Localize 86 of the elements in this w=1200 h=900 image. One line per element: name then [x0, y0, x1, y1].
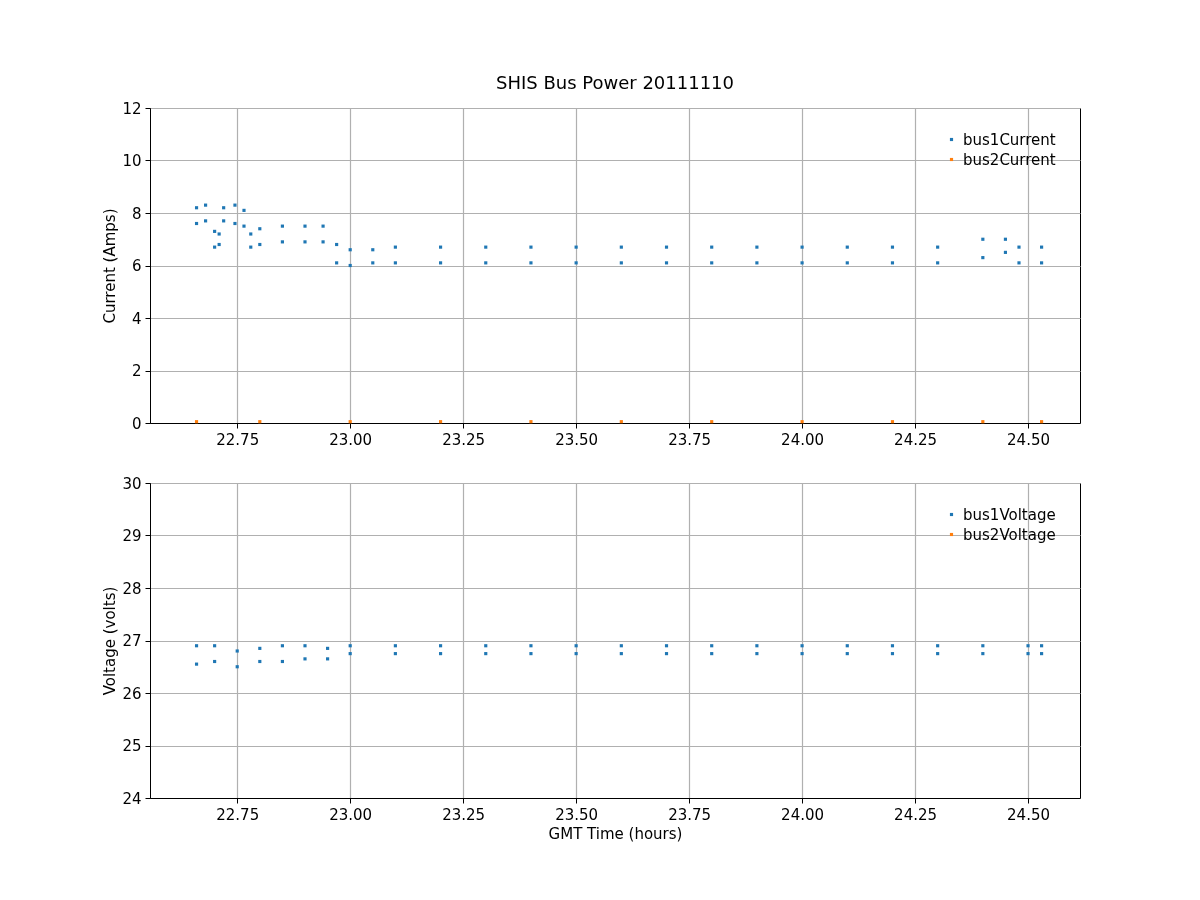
point — [529, 652, 533, 656]
point — [1040, 652, 1044, 656]
point — [619, 644, 623, 648]
point — [438, 652, 443, 656]
point — [280, 644, 284, 648]
point — [890, 652, 895, 656]
x-tick-label: 23.25 — [442, 430, 486, 449]
chart-title: SHIS Bus Power 20111110 — [495, 72, 735, 93]
x-axis-title: GMT Time (hours) — [548, 824, 683, 843]
x-tick-label: 24.00 — [781, 805, 825, 824]
y-tick-label: 6 — [131, 257, 142, 275]
y-tick-label: 26 — [122, 684, 142, 703]
x-tick-label: 24.25 — [894, 430, 938, 449]
x-tick-label: 22.75 — [216, 805, 260, 824]
y-tick-label: 8 — [131, 204, 142, 223]
point — [845, 644, 849, 648]
point — [258, 646, 262, 650]
x-tick-label: 24.25 — [894, 805, 938, 824]
point — [800, 644, 804, 648]
point — [484, 644, 488, 648]
point — [235, 649, 239, 653]
point — [393, 644, 397, 648]
x-tick-label: 23.25 — [442, 805, 486, 824]
y-tick-label: 4 — [131, 309, 142, 328]
point — [1026, 644, 1030, 648]
point — [574, 652, 578, 656]
y-tick-label: 28 — [122, 579, 142, 598]
y-tick-label: 12 — [122, 99, 142, 118]
point — [936, 652, 940, 656]
x-tick-label: 23.50 — [555, 805, 599, 824]
y-axis-title: Current (Amps) — [101, 208, 120, 324]
x-tick-label: 23.50 — [555, 430, 599, 449]
point — [213, 659, 217, 664]
point — [326, 657, 330, 661]
x-tick-label: 23.00 — [329, 805, 373, 824]
point — [393, 652, 397, 656]
x-tick-label: 23.75 — [668, 805, 712, 824]
x-tick-label: 24.00 — [781, 430, 825, 449]
point — [710, 652, 714, 656]
point — [235, 665, 239, 669]
x-tick-label: 24.50 — [1007, 430, 1051, 449]
point — [438, 644, 443, 648]
point — [484, 652, 488, 656]
point — [258, 659, 262, 664]
point — [800, 652, 804, 656]
point — [710, 644, 714, 648]
y-tick-label: 2 — [131, 362, 142, 380]
y-tick-label: 10 — [122, 152, 142, 170]
y-axis-title: Voltage (volts) — [101, 586, 120, 696]
point — [890, 644, 895, 648]
point — [755, 652, 759, 656]
point — [1026, 652, 1030, 656]
point — [619, 652, 623, 656]
y-tick-label: 30 — [122, 474, 142, 493]
point — [981, 644, 985, 648]
x-tick-label: 24.50 — [1007, 805, 1051, 824]
point — [280, 659, 284, 664]
point — [981, 652, 985, 656]
y-tick-label: 29 — [122, 527, 142, 545]
point — [574, 644, 578, 648]
point — [1040, 644, 1044, 648]
point — [936, 644, 940, 648]
point — [845, 652, 849, 656]
point — [529, 644, 533, 648]
y-tick-label: 0 — [131, 414, 142, 433]
point — [326, 646, 330, 650]
y-tick-label: 27 — [122, 632, 142, 650]
point — [755, 644, 759, 648]
point — [348, 652, 352, 656]
point — [664, 644, 669, 648]
point — [303, 644, 307, 648]
point — [194, 644, 199, 648]
x-tick-label: 23.75 — [668, 430, 712, 449]
point — [303, 657, 307, 661]
y-tick-label: 24 — [122, 789, 142, 808]
x-tick-label: 22.75 — [216, 430, 260, 449]
legend-label: bus1Voltage — [963, 505, 1056, 524]
point — [194, 662, 199, 666]
legend-label: bus2Voltage — [963, 525, 1056, 544]
point — [213, 644, 217, 648]
x-tick-label: 23.00 — [329, 430, 373, 449]
point — [664, 652, 669, 656]
legend-label: bus1Current — [963, 130, 1056, 149]
point — [348, 644, 352, 648]
y-tick-label: 25 — [122, 737, 142, 755]
legend-label: bus2Current — [963, 150, 1056, 169]
